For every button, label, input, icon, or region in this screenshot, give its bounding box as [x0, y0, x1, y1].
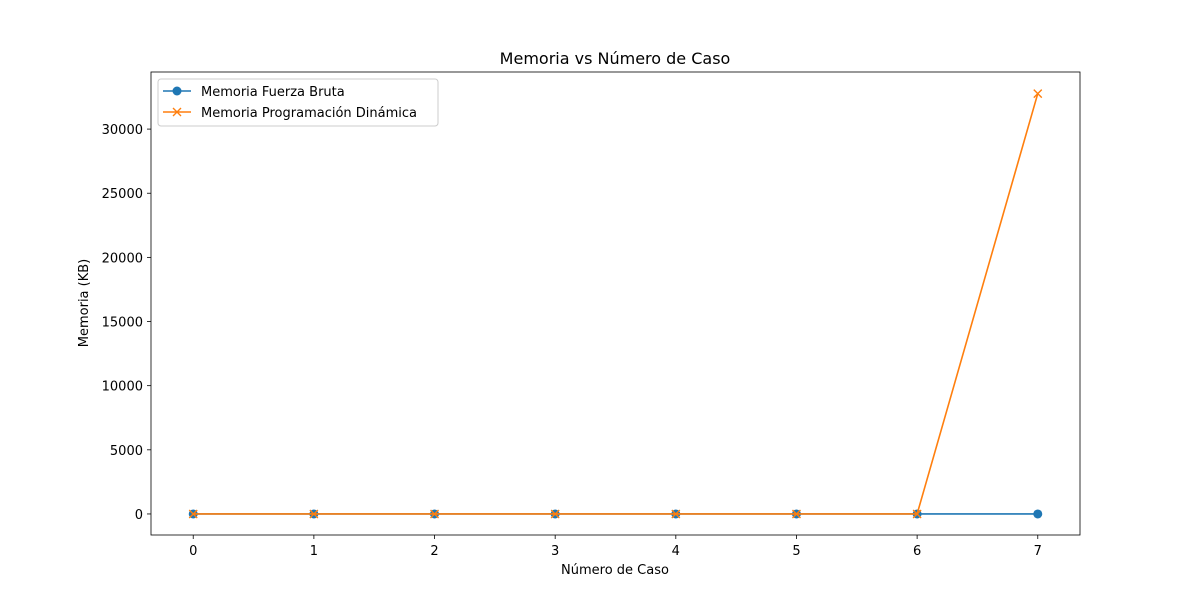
plot-area: 0 1 2 3 4 5 6 7 0 5000 10000 15000 20000 25000 30000 [102, 71, 1081, 559]
x-tick-label: 0 [189, 544, 197, 559]
series-1-point [188, 509, 198, 519]
x-tick-label: 2 [430, 544, 438, 559]
x-tick-label: 7 [1034, 544, 1042, 559]
y-tick-label: 0 [135, 508, 143, 523]
legend-box [157, 78, 439, 127]
series-1-point [1033, 89, 1043, 99]
x-tick-label: 6 [913, 544, 921, 559]
y-tick-label: 30000 [102, 123, 143, 138]
series-line-1 [193, 93, 1039, 515]
y-tick-label: 20000 [102, 251, 143, 266]
series-1-point [912, 509, 922, 519]
y-tick-label: 5000 [110, 444, 143, 459]
legend-marker-1 [172, 107, 182, 117]
y-tick-label: 25000 [102, 187, 143, 202]
plot-frame [150, 71, 1081, 536]
legend-label-0: Memoria Fuerza Bruta [201, 85, 345, 100]
x-tick-label: 5 [792, 544, 800, 559]
series-1-point [309, 509, 319, 519]
y-tick-label: 15000 [102, 316, 143, 331]
x-tick-label: 1 [310, 544, 318, 559]
series-1-point [671, 509, 681, 519]
y-axis-title: Memoria (KB) [77, 259, 92, 347]
chart-title: Memoria vs Número de Caso [500, 49, 731, 68]
y-tick-label: 10000 [102, 380, 143, 395]
legend-marker-0 [172, 86, 182, 96]
x-tick-label: 3 [551, 544, 559, 559]
x-tick-label: 4 [672, 544, 680, 559]
series-1-point [791, 509, 801, 519]
series-0-point [1033, 509, 1043, 519]
legend-label-1: Memoria Programación Dinámica [201, 106, 417, 121]
series-1-point [550, 509, 560, 519]
series-1-point [430, 509, 440, 519]
x-axis-title: Número de Caso [561, 563, 669, 578]
legend: Memoria Fuerza Bruta Memoria Programación… [157, 78, 439, 127]
